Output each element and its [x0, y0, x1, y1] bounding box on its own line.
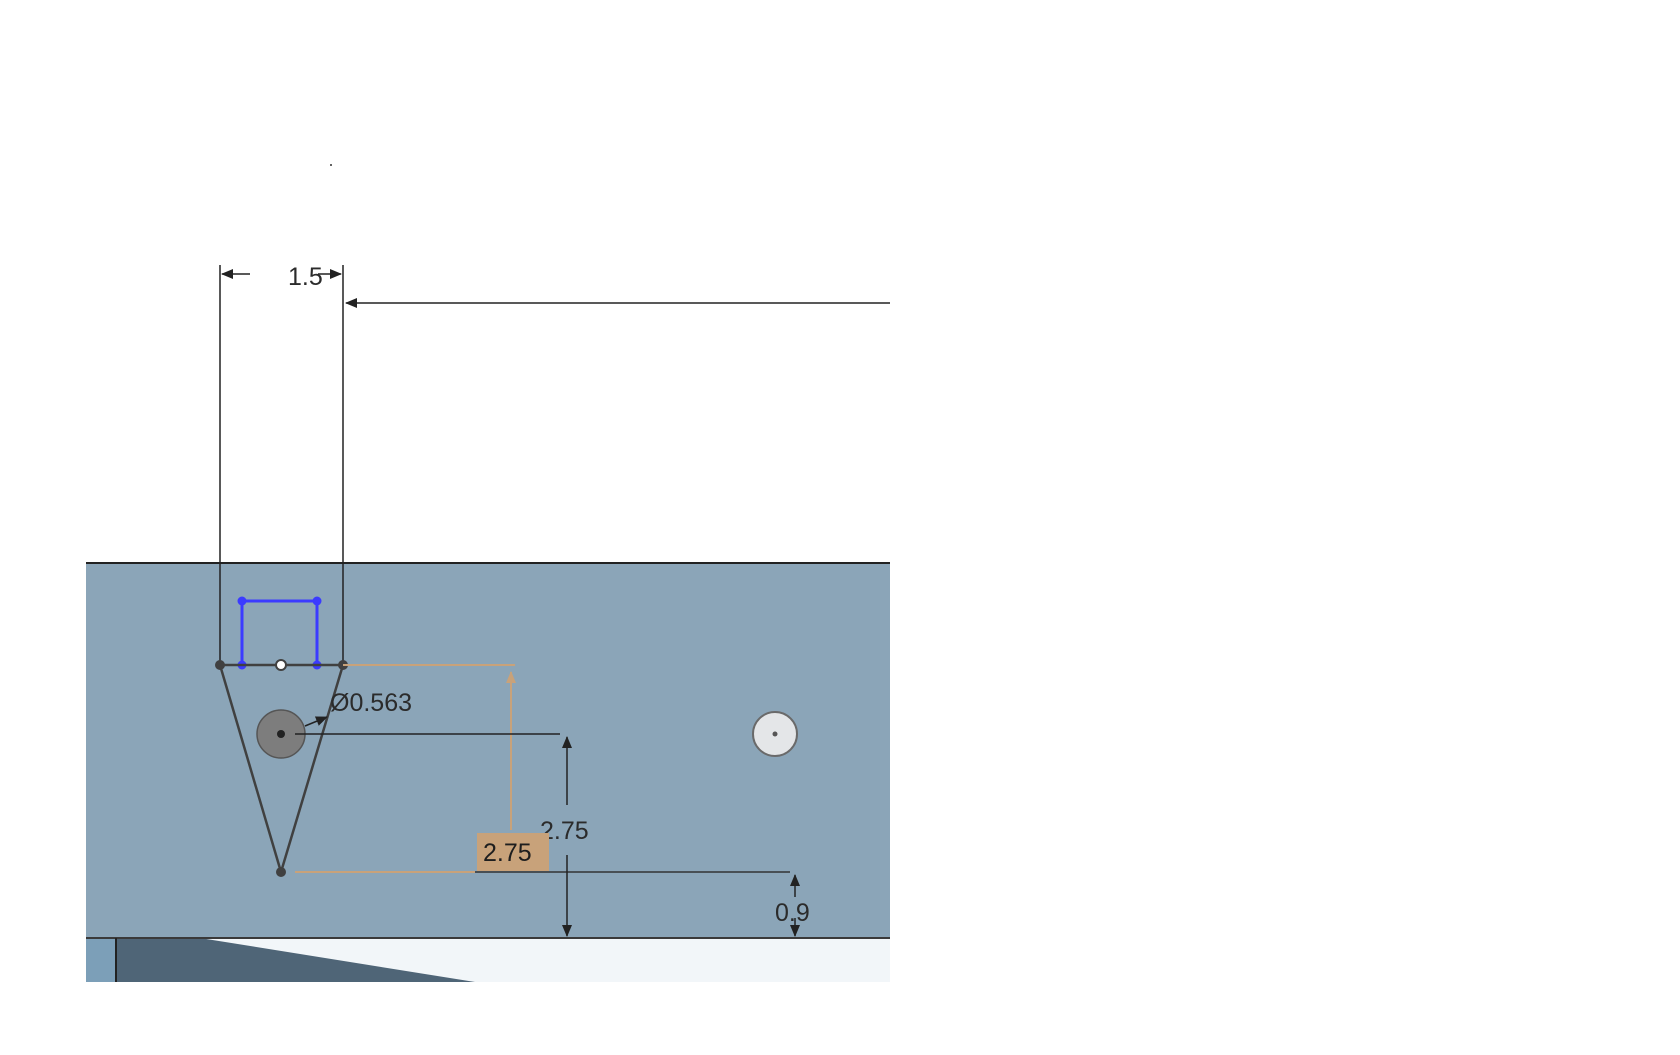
- dimension-selected-label[interactable]: 2.75: [483, 839, 532, 867]
- reference-hole[interactable]: [752, 711, 798, 757]
- dimension-diameter-label[interactable]: Ø0.563: [330, 689, 412, 717]
- highlight-construction: [295, 664, 790, 873]
- lower-body: [86, 937, 890, 982]
- dimension-offset-label[interactable]: 0.9: [775, 899, 810, 927]
- diameter-leader: [304, 716, 328, 727]
- selected-rectangle[interactable]: [237, 596, 322, 670]
- triangle-sketch[interactable]: [215, 659, 348, 877]
- dimension-selected-box[interactable]: [477, 833, 549, 871]
- dimension-width-label[interactable]: 1.5: [288, 263, 323, 291]
- sketch-point: [330, 164, 332, 166]
